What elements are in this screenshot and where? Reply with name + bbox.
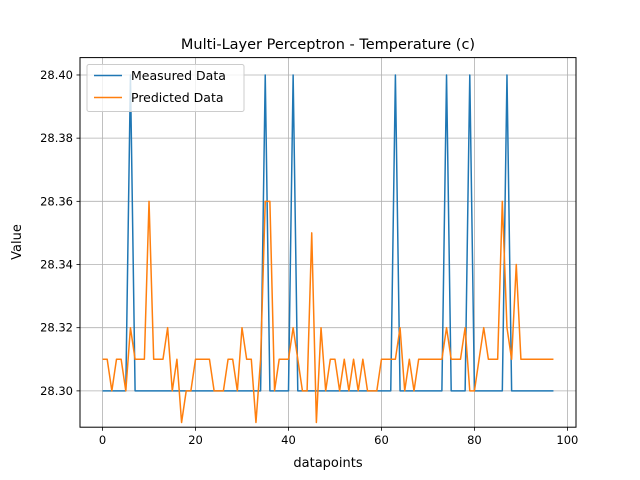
plot-frame xyxy=(79,57,577,428)
y-tick-label: 28.36 xyxy=(40,194,73,208)
legend-box xyxy=(86,64,245,112)
x-tick-label: 0 xyxy=(99,433,106,447)
legend-label: Predicted Data xyxy=(131,90,224,105)
y-tick-label: 28.38 xyxy=(40,131,73,145)
y-tick-label: 28.32 xyxy=(40,321,73,335)
x-axis-label: datapoints xyxy=(293,456,362,471)
y-axis-label: Value xyxy=(10,224,25,260)
x-tick-label: 100 xyxy=(556,433,578,447)
series-line-measured xyxy=(102,74,554,392)
y-tick-label: 28.30 xyxy=(40,384,73,398)
x-tick-label: 60 xyxy=(374,433,389,447)
grid-lines xyxy=(80,57,576,428)
x-tick-label: 80 xyxy=(467,433,482,447)
x-tick-label: 20 xyxy=(188,433,203,447)
y-tick-label: 28.40 xyxy=(40,68,73,82)
chart-title: Multi-Layer Perceptron - Temperature (c) xyxy=(181,37,475,53)
y-tick-label: 28.34 xyxy=(40,258,73,272)
legend-label: Measured Data xyxy=(131,68,226,83)
series-lines xyxy=(102,74,554,424)
legend: Measured Data Predicted Data xyxy=(86,64,245,112)
series-line-predicted xyxy=(102,200,554,424)
x-tick-label: 40 xyxy=(281,433,296,447)
axis-ticks: 0 20 40 60 80 100 28.30 28.32 28.34 28.36 28.38 28.… xyxy=(40,68,578,447)
